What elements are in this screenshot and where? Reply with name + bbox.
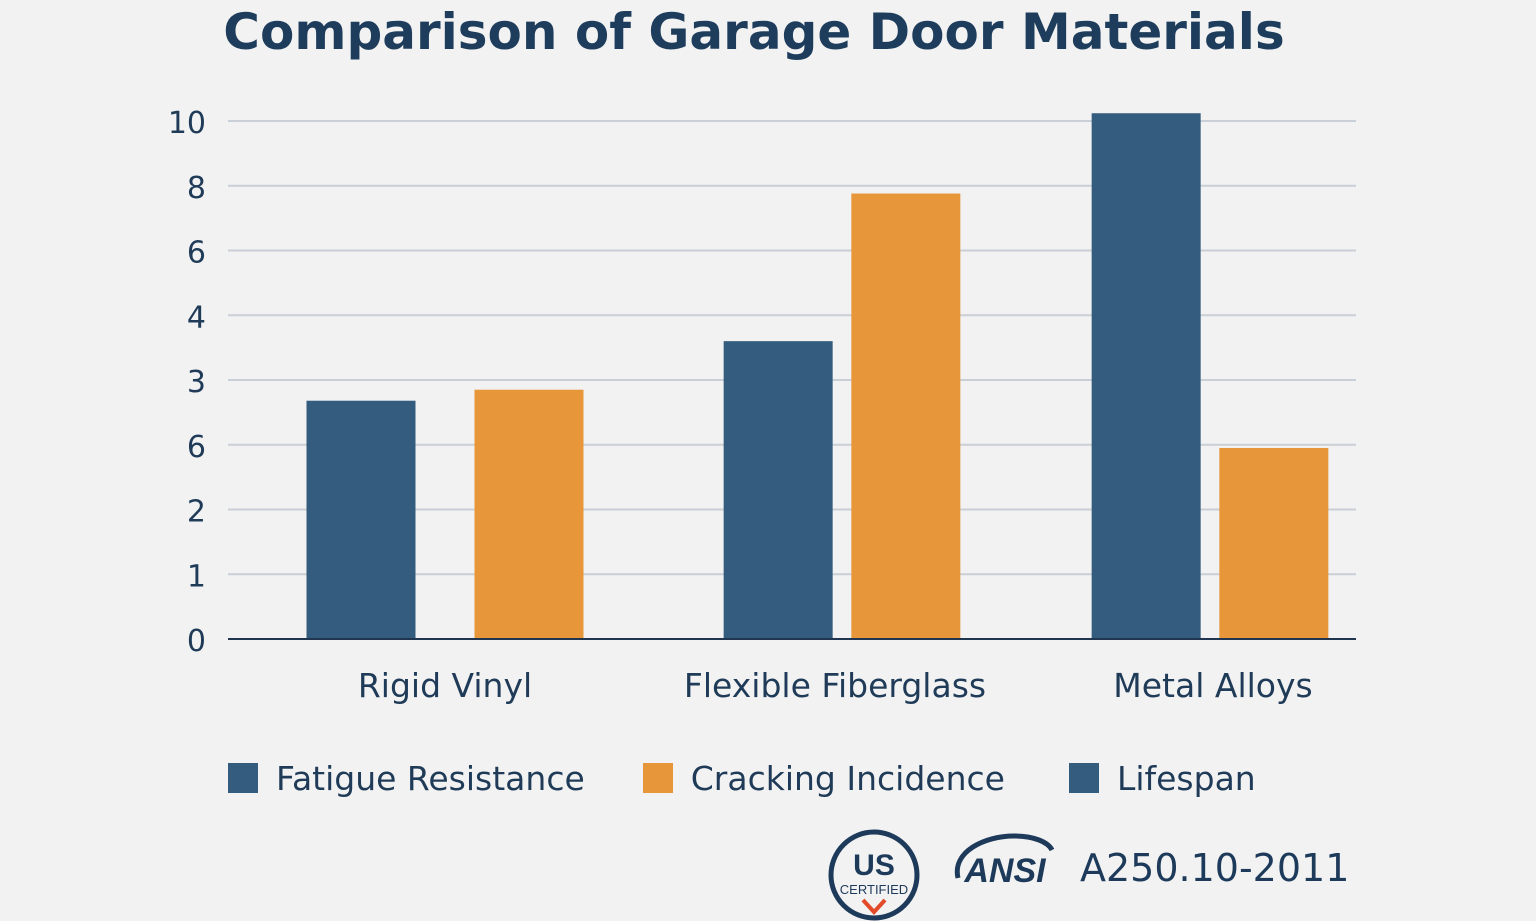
x-axis-ticks: Rigid Vinyl Flexible Fiberglass Metal Allo… <box>358 666 1313 705</box>
y-tick-label: 6 <box>187 236 206 271</box>
badge-certified-text: CERTIFIED <box>840 882 908 897</box>
y-tick-label: 8 <box>187 171 206 206</box>
bar-chart: 0 1 2 6 3 4 6 8 10 Rigid Vinyl Flexible Fiberglas… <box>168 106 1356 705</box>
bar-fatigue-resistance <box>306 400 416 639</box>
ansi-logo: ANSI <box>954 833 1055 890</box>
legend-item-fatigue: Fatigue Resistance <box>228 759 585 798</box>
legend-label: Fatigue Resistance <box>276 758 585 798</box>
legend-swatch <box>1068 763 1099 793</box>
legend-swatch <box>228 763 258 793</box>
y-tick-label: 4 <box>187 300 206 335</box>
y-tick-label: 0 <box>187 624 206 659</box>
y-tick-label: 3 <box>187 365 206 400</box>
bar-cracking-incidence <box>1219 447 1329 639</box>
us-certified-badge: US CERTIFIED <box>828 829 920 921</box>
badge-us-text: US <box>853 849 895 882</box>
checkmark-icon <box>861 898 887 915</box>
bar-fatigue-resistance <box>723 341 833 639</box>
ansi-text: ANSI <box>963 852 1047 890</box>
x-tick-label: Metal Alloys <box>1113 666 1312 705</box>
chart-title: Comparison of Garage Door Materials <box>223 3 1285 61</box>
x-tick-label: Rigid Vinyl <box>358 666 532 705</box>
legend-label: Cracking Incidence <box>690 758 1005 798</box>
y-tick-label: 6 <box>187 430 206 465</box>
bar-fatigue-resistance <box>1091 113 1201 640</box>
y-axis-ticks: 0 1 2 6 3 4 6 8 10 <box>168 106 206 659</box>
bars <box>306 113 1329 640</box>
legend-label: Lifespan <box>1116 758 1256 798</box>
y-tick-label: 10 <box>168 106 206 141</box>
bar-cracking-incidence <box>474 389 584 639</box>
x-tick-label: Flexible Fiberglass <box>684 666 986 705</box>
legend-item-cracking: Cracking Incidence <box>642 758 1005 798</box>
standard-code: A250.10-2011 <box>1080 846 1350 890</box>
bar-cracking-incidence <box>851 193 961 639</box>
legend-swatch <box>642 763 673 793</box>
legend-item-lifespan: Lifespan <box>1068 758 1256 798</box>
y-tick-label: 1 <box>187 559 206 594</box>
y-tick-label: 2 <box>187 495 206 530</box>
legend: Fatigue Resistance Cracking Incidence Li… <box>228 754 1256 802</box>
